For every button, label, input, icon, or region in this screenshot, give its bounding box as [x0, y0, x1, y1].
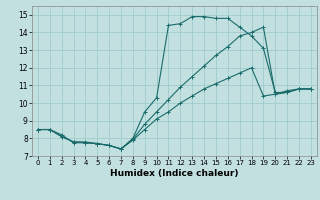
- X-axis label: Humidex (Indice chaleur): Humidex (Indice chaleur): [110, 169, 239, 178]
